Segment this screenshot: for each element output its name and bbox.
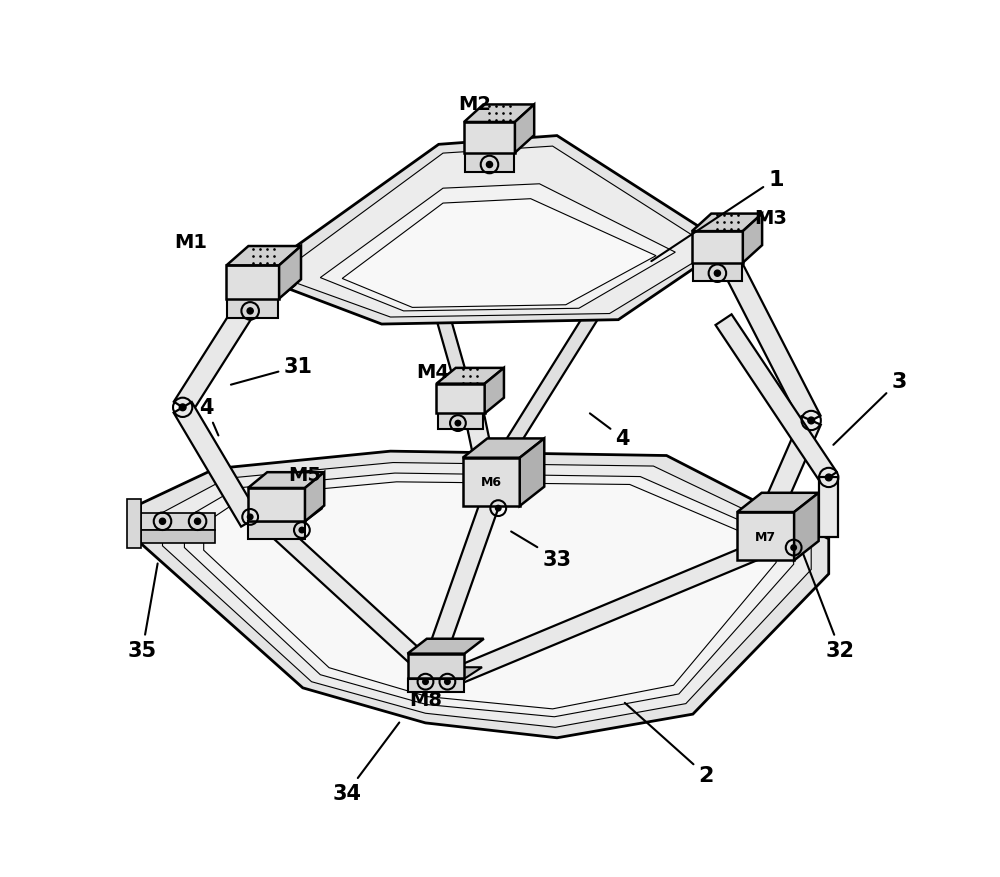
Polygon shape	[436, 316, 489, 458]
Polygon shape	[435, 545, 758, 692]
Polygon shape	[174, 282, 268, 413]
Text: M3: M3	[754, 209, 787, 228]
Circle shape	[159, 518, 166, 524]
Polygon shape	[438, 400, 499, 412]
Polygon shape	[279, 246, 301, 299]
Circle shape	[445, 679, 450, 685]
Polygon shape	[693, 262, 742, 282]
Polygon shape	[465, 140, 529, 153]
Polygon shape	[184, 474, 794, 717]
Circle shape	[791, 545, 796, 551]
Polygon shape	[408, 679, 464, 692]
Polygon shape	[794, 493, 819, 560]
Circle shape	[495, 506, 501, 511]
Text: M7: M7	[755, 530, 776, 543]
Polygon shape	[693, 249, 757, 262]
Text: M4: M4	[417, 362, 450, 381]
Circle shape	[423, 679, 428, 685]
Text: 1: 1	[651, 169, 784, 262]
Polygon shape	[438, 412, 483, 430]
Polygon shape	[226, 266, 279, 299]
Polygon shape	[515, 105, 534, 153]
Polygon shape	[819, 478, 838, 538]
Polygon shape	[408, 639, 484, 654]
Text: 4: 4	[199, 398, 218, 436]
Polygon shape	[141, 531, 215, 544]
Polygon shape	[463, 458, 520, 506]
Circle shape	[486, 162, 493, 168]
Polygon shape	[692, 214, 762, 232]
Polygon shape	[747, 417, 821, 550]
Polygon shape	[227, 285, 296, 299]
Circle shape	[825, 474, 832, 481]
Polygon shape	[408, 667, 482, 679]
Polygon shape	[692, 232, 743, 263]
Text: 31: 31	[231, 357, 313, 385]
Text: 2: 2	[625, 703, 714, 786]
Polygon shape	[320, 184, 675, 311]
Polygon shape	[276, 147, 715, 317]
Polygon shape	[465, 153, 514, 172]
Polygon shape	[743, 214, 762, 263]
Polygon shape	[716, 315, 837, 483]
Polygon shape	[305, 473, 324, 522]
Polygon shape	[463, 438, 544, 458]
Text: 3: 3	[833, 372, 907, 446]
Polygon shape	[127, 500, 141, 548]
Polygon shape	[498, 305, 602, 460]
Text: M1: M1	[174, 232, 207, 252]
Circle shape	[195, 518, 201, 524]
Polygon shape	[204, 482, 776, 709]
Polygon shape	[436, 384, 485, 414]
Polygon shape	[248, 509, 322, 522]
Polygon shape	[436, 368, 504, 384]
Circle shape	[455, 421, 461, 426]
Circle shape	[299, 528, 305, 533]
Polygon shape	[248, 488, 305, 522]
Circle shape	[247, 309, 253, 315]
Circle shape	[179, 404, 186, 411]
Polygon shape	[464, 410, 501, 497]
Text: 4: 4	[590, 414, 630, 448]
Text: M2: M2	[458, 96, 491, 114]
Polygon shape	[520, 438, 544, 506]
Polygon shape	[163, 463, 811, 727]
Text: M6: M6	[481, 476, 502, 488]
Polygon shape	[737, 493, 819, 512]
Polygon shape	[714, 246, 821, 425]
Polygon shape	[464, 105, 534, 123]
Circle shape	[808, 417, 815, 424]
Circle shape	[247, 515, 253, 520]
Polygon shape	[408, 654, 464, 679]
Text: 32: 32	[803, 555, 855, 660]
Polygon shape	[737, 512, 794, 560]
Polygon shape	[227, 299, 278, 318]
Text: 35: 35	[128, 564, 158, 660]
Text: M5: M5	[288, 466, 321, 484]
Polygon shape	[430, 496, 500, 652]
Polygon shape	[248, 522, 305, 539]
Polygon shape	[141, 452, 829, 738]
Polygon shape	[226, 246, 301, 266]
Text: 34: 34	[332, 723, 399, 803]
Polygon shape	[262, 515, 431, 673]
Polygon shape	[342, 199, 656, 308]
Polygon shape	[174, 403, 259, 527]
Text: M8: M8	[410, 690, 443, 709]
Circle shape	[714, 271, 720, 277]
Polygon shape	[464, 123, 515, 153]
Polygon shape	[141, 513, 215, 531]
Text: 33: 33	[511, 531, 571, 569]
Polygon shape	[485, 368, 504, 414]
Polygon shape	[255, 137, 728, 324]
Polygon shape	[248, 473, 324, 488]
